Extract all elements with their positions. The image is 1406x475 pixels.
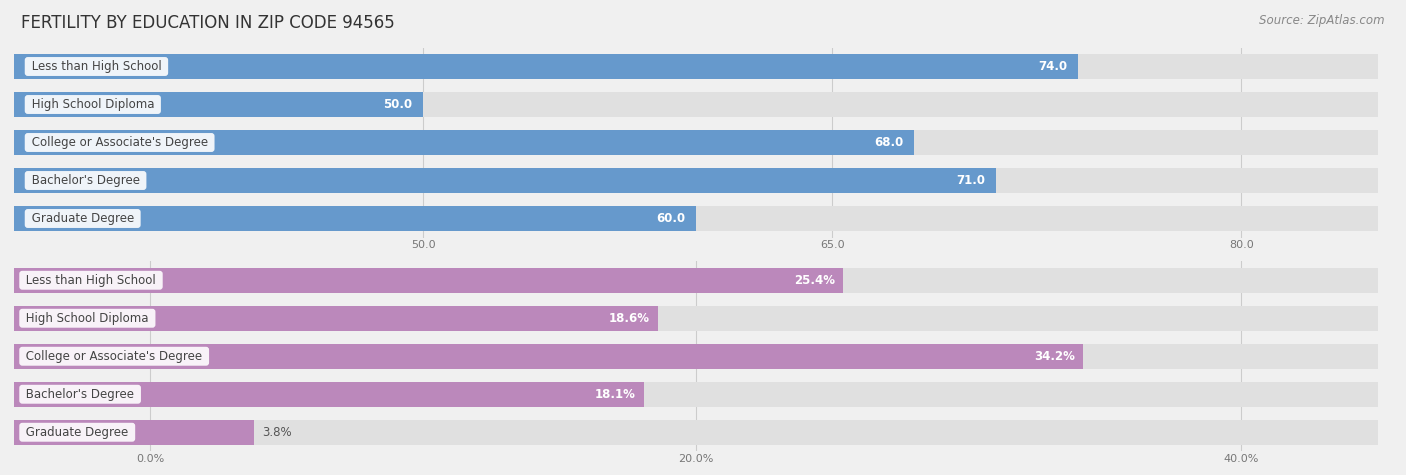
- Bar: [14, 382, 644, 407]
- Text: Less than High School: Less than High School: [22, 274, 160, 287]
- Bar: [14, 130, 1378, 155]
- Text: Graduate Degree: Graduate Degree: [28, 212, 138, 225]
- Bar: [14, 344, 1378, 369]
- Bar: [14, 382, 1378, 407]
- Text: 60.0: 60.0: [657, 212, 685, 225]
- Text: Less than High School: Less than High School: [28, 60, 165, 73]
- Bar: [14, 306, 1378, 331]
- Text: High School Diploma: High School Diploma: [28, 98, 157, 111]
- Bar: [14, 206, 696, 231]
- Bar: [14, 268, 844, 293]
- Bar: [14, 130, 914, 155]
- Bar: [14, 54, 1378, 79]
- Bar: [14, 206, 1378, 231]
- Bar: [14, 168, 995, 193]
- Text: Bachelor's Degree: Bachelor's Degree: [28, 174, 143, 187]
- Text: 71.0: 71.0: [956, 174, 986, 187]
- Text: FERTILITY BY EDUCATION IN ZIP CODE 94565: FERTILITY BY EDUCATION IN ZIP CODE 94565: [21, 14, 395, 32]
- Bar: [14, 344, 1083, 369]
- Text: 34.2%: 34.2%: [1035, 350, 1076, 363]
- Text: 18.1%: 18.1%: [595, 388, 636, 401]
- Text: Graduate Degree: Graduate Degree: [22, 426, 132, 439]
- Bar: [14, 92, 423, 117]
- Bar: [14, 420, 254, 445]
- Text: 68.0: 68.0: [875, 136, 903, 149]
- Bar: [14, 168, 1378, 193]
- Text: Bachelor's Degree: Bachelor's Degree: [22, 388, 138, 401]
- Text: 50.0: 50.0: [384, 98, 412, 111]
- Text: 74.0: 74.0: [1038, 60, 1067, 73]
- Bar: [14, 306, 658, 331]
- Text: 25.4%: 25.4%: [794, 274, 835, 287]
- Text: 3.8%: 3.8%: [263, 426, 292, 439]
- Text: College or Associate's Degree: College or Associate's Degree: [28, 136, 211, 149]
- Bar: [14, 92, 1378, 117]
- Bar: [14, 420, 1378, 445]
- Bar: [14, 54, 1078, 79]
- Text: High School Diploma: High School Diploma: [22, 312, 152, 325]
- Bar: [14, 268, 1378, 293]
- Text: 18.6%: 18.6%: [609, 312, 650, 325]
- Text: College or Associate's Degree: College or Associate's Degree: [22, 350, 207, 363]
- Text: Source: ZipAtlas.com: Source: ZipAtlas.com: [1260, 14, 1385, 27]
